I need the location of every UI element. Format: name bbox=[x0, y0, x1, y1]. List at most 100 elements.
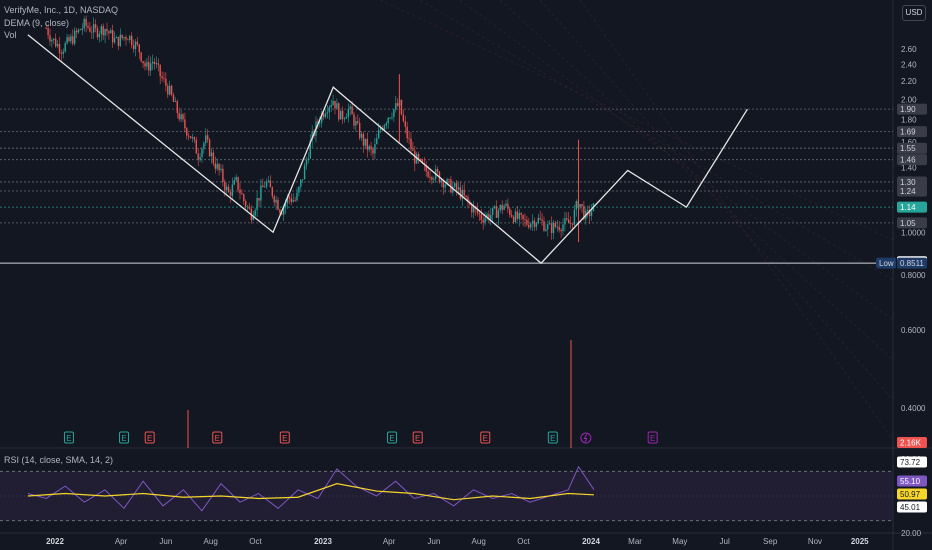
candle-body bbox=[311, 131, 313, 141]
candle-body bbox=[362, 133, 365, 146]
time-tick-label: Jun bbox=[427, 537, 440, 546]
candle-body bbox=[77, 29, 80, 33]
price-tick-label: 2.00 bbox=[901, 95, 917, 104]
candle-body bbox=[520, 212, 522, 215]
candle-body bbox=[129, 35, 131, 40]
price-tick-label: 1.40 bbox=[901, 164, 917, 173]
candle-body bbox=[149, 63, 152, 71]
candle-body bbox=[491, 208, 494, 215]
candle-body bbox=[537, 217, 539, 224]
candle-body bbox=[547, 224, 549, 230]
candle-body bbox=[442, 180, 444, 188]
candle-body bbox=[85, 18, 87, 26]
candle-body bbox=[486, 214, 488, 218]
candle-body bbox=[187, 135, 190, 137]
candle-body bbox=[463, 189, 465, 196]
candle-body bbox=[541, 219, 543, 222]
candle-body bbox=[507, 203, 509, 209]
candle-body bbox=[288, 196, 291, 199]
symbol-legend[interactable]: VerifyMe, Inc., 1D, NASDAQ bbox=[4, 5, 119, 15]
candle-body bbox=[110, 30, 112, 34]
candle-body bbox=[431, 177, 433, 180]
rsi-legend[interactable]: RSI (14, close, SMA, 14, 2) bbox=[4, 455, 114, 465]
volume-layer bbox=[187, 340, 572, 448]
candle-body bbox=[535, 223, 538, 227]
candle-body bbox=[201, 148, 203, 158]
candle-body bbox=[393, 109, 395, 117]
time-tick-label: 2023 bbox=[314, 537, 332, 546]
candle-body bbox=[417, 153, 420, 159]
candle-body bbox=[246, 206, 249, 208]
candle-body bbox=[518, 212, 520, 219]
candle-body bbox=[113, 37, 116, 43]
price-label-text: 1.24 bbox=[900, 187, 916, 196]
candle-body bbox=[180, 114, 182, 120]
candle-body bbox=[153, 61, 156, 64]
candle-body bbox=[108, 31, 110, 34]
time-tick-label: Sep bbox=[763, 537, 778, 546]
candle-body bbox=[189, 136, 192, 139]
candle-body bbox=[556, 226, 558, 228]
candle-body bbox=[495, 206, 498, 218]
candle-body bbox=[263, 186, 266, 188]
rsi-value-box bbox=[897, 456, 927, 468]
candle-body bbox=[277, 199, 279, 210]
candle-body bbox=[590, 211, 593, 217]
currency-button[interactable]: USD bbox=[902, 5, 926, 21]
time-tick-label: 2025 bbox=[851, 537, 869, 546]
candle-body bbox=[450, 179, 452, 193]
candle-body bbox=[406, 126, 408, 139]
candle-body bbox=[210, 152, 213, 157]
candle-body bbox=[497, 210, 500, 218]
time-tick-label: Mar bbox=[628, 537, 642, 546]
candle-body bbox=[400, 99, 403, 115]
candle-body bbox=[332, 100, 334, 106]
rsi-value-text: 73.72 bbox=[900, 458, 921, 467]
candle-body bbox=[140, 52, 142, 62]
candle-body bbox=[552, 222, 555, 234]
candle-body bbox=[157, 63, 159, 65]
dema-legend[interactable]: DEMA (9, close) bbox=[4, 18, 70, 28]
candle-body bbox=[370, 146, 372, 150]
earnings-marker bbox=[119, 431, 130, 444]
price-tick-label: 1.0000 bbox=[901, 228, 926, 237]
candle-body bbox=[539, 217, 541, 220]
time-tick-label: May bbox=[672, 537, 687, 546]
candle-body bbox=[326, 112, 329, 114]
rsi-ma-line bbox=[27, 483, 594, 501]
candle-body bbox=[581, 204, 583, 206]
candle-body bbox=[212, 152, 215, 164]
price-label-box bbox=[897, 201, 927, 213]
candle-body bbox=[353, 114, 355, 126]
candle-body bbox=[548, 223, 551, 225]
candle-body bbox=[142, 61, 144, 64]
dividend-icon bbox=[583, 433, 588, 443]
candle-body bbox=[467, 197, 469, 202]
candle-body bbox=[163, 78, 165, 80]
candle-body bbox=[106, 29, 108, 32]
candle-body bbox=[262, 185, 264, 188]
earnings-marker bbox=[279, 431, 290, 444]
candle-body bbox=[265, 181, 268, 187]
candle-body bbox=[482, 219, 484, 223]
earnings-marker bbox=[480, 431, 491, 444]
candle-body bbox=[231, 184, 234, 196]
rsi-panel bbox=[0, 465, 893, 522]
candle-body bbox=[558, 226, 560, 230]
dividend-marker bbox=[580, 432, 592, 444]
candle-body bbox=[414, 150, 416, 164]
volume-legend[interactable]: Vol bbox=[4, 30, 17, 40]
candle-body bbox=[404, 121, 406, 127]
candle-body bbox=[62, 51, 64, 54]
price-label-box bbox=[897, 176, 927, 188]
candle-body bbox=[284, 203, 287, 208]
candle-body bbox=[425, 164, 427, 172]
earnings-marker bbox=[212, 431, 223, 444]
axis-layer: 2.60 2.40 2.20 2.00 1.80 1.60 1.40 1.14 1.0000 0.… bbox=[46, 45, 927, 546]
price-label-text: 1.69 bbox=[900, 128, 916, 137]
candle-body bbox=[514, 211, 517, 223]
candle-body bbox=[281, 212, 283, 215]
candle-body bbox=[159, 64, 161, 77]
